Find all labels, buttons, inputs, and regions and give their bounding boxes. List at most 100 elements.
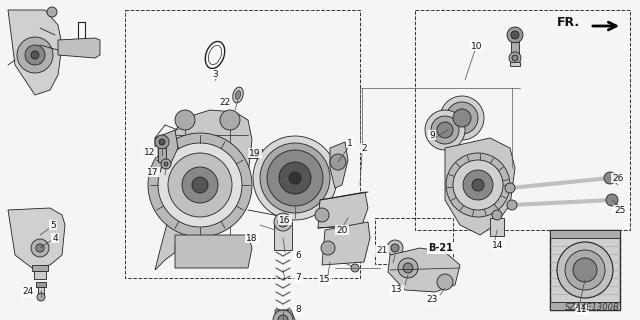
Bar [32, 265, 48, 271]
Text: 5: 5 [50, 220, 56, 229]
Circle shape [565, 250, 605, 290]
Text: 12: 12 [144, 148, 156, 156]
Circle shape [573, 258, 597, 282]
Bar [550, 230, 620, 310]
Circle shape [327, 252, 333, 258]
Polygon shape [155, 130, 178, 165]
Bar [550, 302, 620, 310]
Circle shape [273, 310, 293, 320]
Bar [390, 256, 400, 261]
Circle shape [557, 242, 613, 298]
Circle shape [463, 170, 493, 200]
Bar [375, 218, 453, 264]
Circle shape [164, 162, 168, 166]
Text: 24: 24 [22, 287, 34, 297]
Bar [550, 230, 620, 238]
Text: 3: 3 [212, 69, 218, 78]
Text: 22: 22 [220, 98, 230, 107]
Circle shape [192, 177, 208, 193]
Polygon shape [8, 10, 62, 95]
Text: 18: 18 [246, 234, 258, 243]
Circle shape [387, 240, 403, 256]
Text: 14: 14 [492, 241, 504, 250]
Circle shape [403, 263, 413, 273]
Text: 16: 16 [279, 215, 291, 225]
Circle shape [175, 110, 195, 130]
Text: 20: 20 [336, 226, 348, 235]
Polygon shape [8, 208, 65, 268]
Circle shape [220, 238, 240, 258]
Circle shape [321, 241, 335, 255]
Circle shape [492, 210, 502, 220]
Text: 25: 25 [614, 205, 626, 214]
Circle shape [324, 249, 336, 261]
Circle shape [161, 159, 171, 169]
Circle shape [31, 239, 49, 257]
Text: B-21: B-21 [428, 243, 453, 253]
Circle shape [267, 150, 323, 206]
Polygon shape [388, 248, 460, 292]
Bar [274, 222, 292, 250]
Circle shape [472, 179, 484, 191]
Circle shape [453, 160, 503, 210]
Bar [490, 218, 504, 236]
Bar [125, 10, 360, 278]
Circle shape [253, 136, 337, 220]
Circle shape [155, 135, 169, 149]
Circle shape [505, 183, 515, 193]
Circle shape [391, 244, 399, 252]
Polygon shape [322, 222, 370, 265]
Text: 19: 19 [249, 148, 260, 157]
Circle shape [453, 109, 471, 127]
Polygon shape [445, 138, 515, 235]
Polygon shape [330, 142, 348, 188]
Circle shape [36, 244, 44, 252]
Circle shape [511, 31, 519, 39]
Circle shape [274, 213, 292, 231]
Circle shape [330, 154, 346, 170]
Ellipse shape [158, 196, 166, 208]
Bar [34, 271, 46, 279]
Bar [158, 148, 166, 162]
Circle shape [47, 7, 57, 17]
Text: 2: 2 [361, 143, 367, 153]
Circle shape [37, 293, 45, 301]
Circle shape [289, 172, 301, 184]
Circle shape [31, 51, 39, 59]
Bar [248, 150, 260, 158]
Text: 7: 7 [295, 274, 301, 283]
Text: 1: 1 [347, 139, 353, 148]
Text: 4: 4 [52, 234, 58, 243]
Bar [36, 282, 46, 287]
Text: 23: 23 [426, 295, 438, 305]
Circle shape [446, 153, 510, 217]
Polygon shape [58, 38, 100, 58]
Circle shape [278, 217, 288, 227]
Circle shape [159, 139, 165, 145]
Text: 10: 10 [471, 42, 483, 51]
Circle shape [315, 208, 329, 222]
Circle shape [512, 55, 518, 61]
Circle shape [17, 37, 53, 73]
Circle shape [279, 162, 311, 194]
Circle shape [158, 143, 242, 227]
Text: 13: 13 [391, 285, 403, 294]
Circle shape [260, 143, 330, 213]
Ellipse shape [236, 91, 241, 100]
Circle shape [278, 315, 288, 320]
Bar [511, 42, 519, 56]
Circle shape [431, 116, 459, 144]
Circle shape [25, 45, 45, 65]
Circle shape [507, 200, 517, 210]
Text: SZA4E1300B: SZA4E1300B [565, 303, 620, 312]
Circle shape [175, 238, 195, 258]
Circle shape [437, 274, 453, 290]
Polygon shape [155, 110, 252, 270]
Circle shape [606, 194, 618, 206]
Bar [510, 62, 520, 66]
Polygon shape [275, 310, 295, 320]
Circle shape [255, 149, 265, 159]
Ellipse shape [233, 87, 243, 103]
Circle shape [220, 110, 240, 130]
Text: FR.: FR. [557, 15, 580, 28]
